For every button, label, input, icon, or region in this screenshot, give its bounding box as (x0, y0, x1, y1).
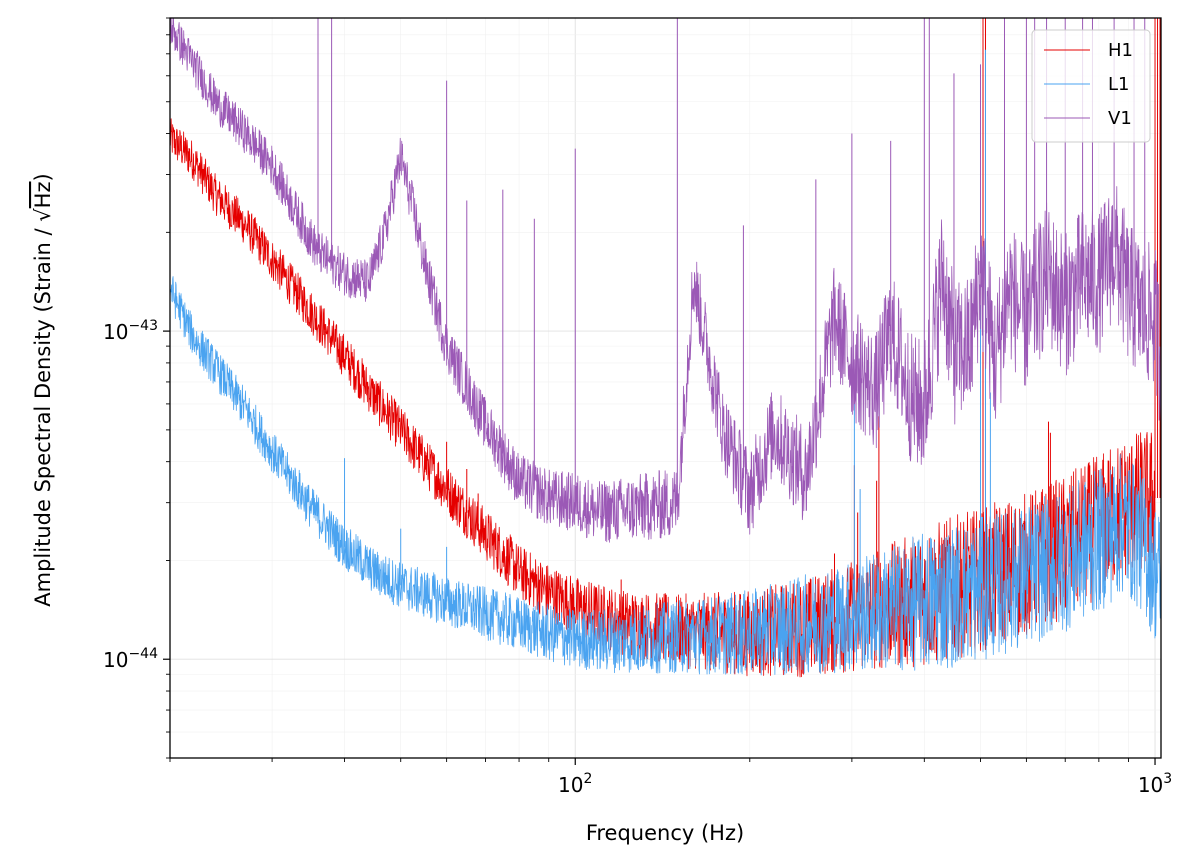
y-tick-label: 10−44 (103, 646, 158, 672)
legend-label-H1: H1 (1108, 40, 1133, 61)
x-tick-label: 102 (558, 771, 592, 797)
legend: H1 L1 V1 (1031, 29, 1151, 143)
legend-label-L1: L1 (1108, 74, 1129, 95)
x-axis-label: Frequency (Hz) (586, 821, 744, 845)
y-axis-label-unit: Hz (31, 181, 55, 208)
ticks: 102 103 10−44 10−43 (103, 17, 1172, 797)
plot-frame (169, 17, 1162, 759)
legend-label-V1: V1 (1108, 108, 1132, 129)
series-line-H1 (170, 118, 1156, 678)
y-tick-label: 10−43 (103, 318, 158, 344)
x-tick-label: 103 (1138, 771, 1172, 797)
y-axis-label-sqrt: √ (31, 208, 55, 222)
legend-box (1031, 29, 1151, 143)
series-line-L1 (170, 276, 1161, 676)
y-axis-label: Amplitude Spectral Density (Strain / √Hz… (31, 173, 55, 606)
series-line-V1 (170, 18, 1161, 543)
